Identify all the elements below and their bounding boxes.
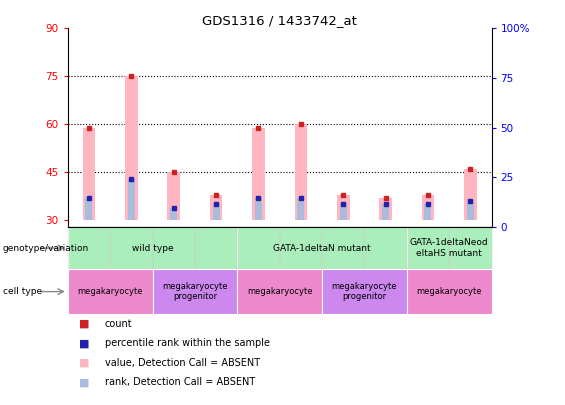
Bar <box>297 198 305 220</box>
Bar <box>153 269 237 314</box>
Bar <box>322 269 407 314</box>
Text: GATA-1deltaN mutant: GATA-1deltaN mutant <box>273 243 371 253</box>
Bar <box>449 227 492 269</box>
Bar <box>82 128 95 220</box>
Bar <box>210 195 223 220</box>
Text: genotype/variation: genotype/variation <box>3 243 89 253</box>
Text: value, Detection Call = ABSENT: value, Detection Call = ABSENT <box>105 358 260 368</box>
Text: percentile rank within the sample: percentile rank within the sample <box>105 339 270 348</box>
Bar <box>153 227 195 269</box>
Text: megakaryocyte
progenitor: megakaryocyte progenitor <box>332 282 397 301</box>
Text: megakaryocyte: megakaryocyte <box>77 287 143 296</box>
Bar <box>424 205 432 220</box>
Text: ■: ■ <box>79 377 90 387</box>
Bar <box>252 128 265 220</box>
Bar <box>237 227 407 269</box>
Bar <box>407 269 492 314</box>
Text: ■: ■ <box>79 358 90 368</box>
Text: ■: ■ <box>79 319 90 329</box>
Bar <box>337 195 350 220</box>
Text: megakaryocyte
progenitor: megakaryocyte progenitor <box>162 282 228 301</box>
Bar <box>167 173 180 220</box>
Bar <box>255 198 262 220</box>
Bar <box>294 124 307 220</box>
Bar <box>212 205 220 220</box>
Bar <box>379 198 392 220</box>
Bar <box>128 179 135 220</box>
Bar <box>364 227 407 269</box>
Text: count: count <box>105 319 132 329</box>
Bar <box>195 227 237 269</box>
Bar <box>125 77 138 220</box>
Text: wild type: wild type <box>132 243 173 253</box>
Text: megakaryocyte: megakaryocyte <box>247 287 312 296</box>
Bar <box>340 205 347 220</box>
Bar <box>85 198 93 220</box>
Bar <box>68 269 153 314</box>
Bar <box>68 227 110 269</box>
Bar <box>280 227 322 269</box>
Bar <box>68 227 237 269</box>
Bar <box>322 227 364 269</box>
Bar <box>382 205 389 220</box>
Text: megakaryocyte: megakaryocyte <box>416 287 482 296</box>
Text: ■: ■ <box>79 339 90 348</box>
Bar <box>467 201 474 220</box>
Bar <box>237 227 280 269</box>
Bar <box>170 208 177 220</box>
Title: GDS1316 / 1433742_at: GDS1316 / 1433742_at <box>202 14 357 27</box>
Text: rank, Detection Call = ABSENT: rank, Detection Call = ABSENT <box>105 377 255 387</box>
Text: GATA-1deltaNeod
eltaHS mutant: GATA-1deltaNeod eltaHS mutant <box>410 239 489 258</box>
Bar <box>464 169 477 220</box>
Bar <box>421 195 434 220</box>
Bar <box>407 227 492 269</box>
Bar <box>237 269 322 314</box>
Bar <box>407 227 449 269</box>
Bar <box>110 227 153 269</box>
Text: cell type: cell type <box>3 287 42 296</box>
